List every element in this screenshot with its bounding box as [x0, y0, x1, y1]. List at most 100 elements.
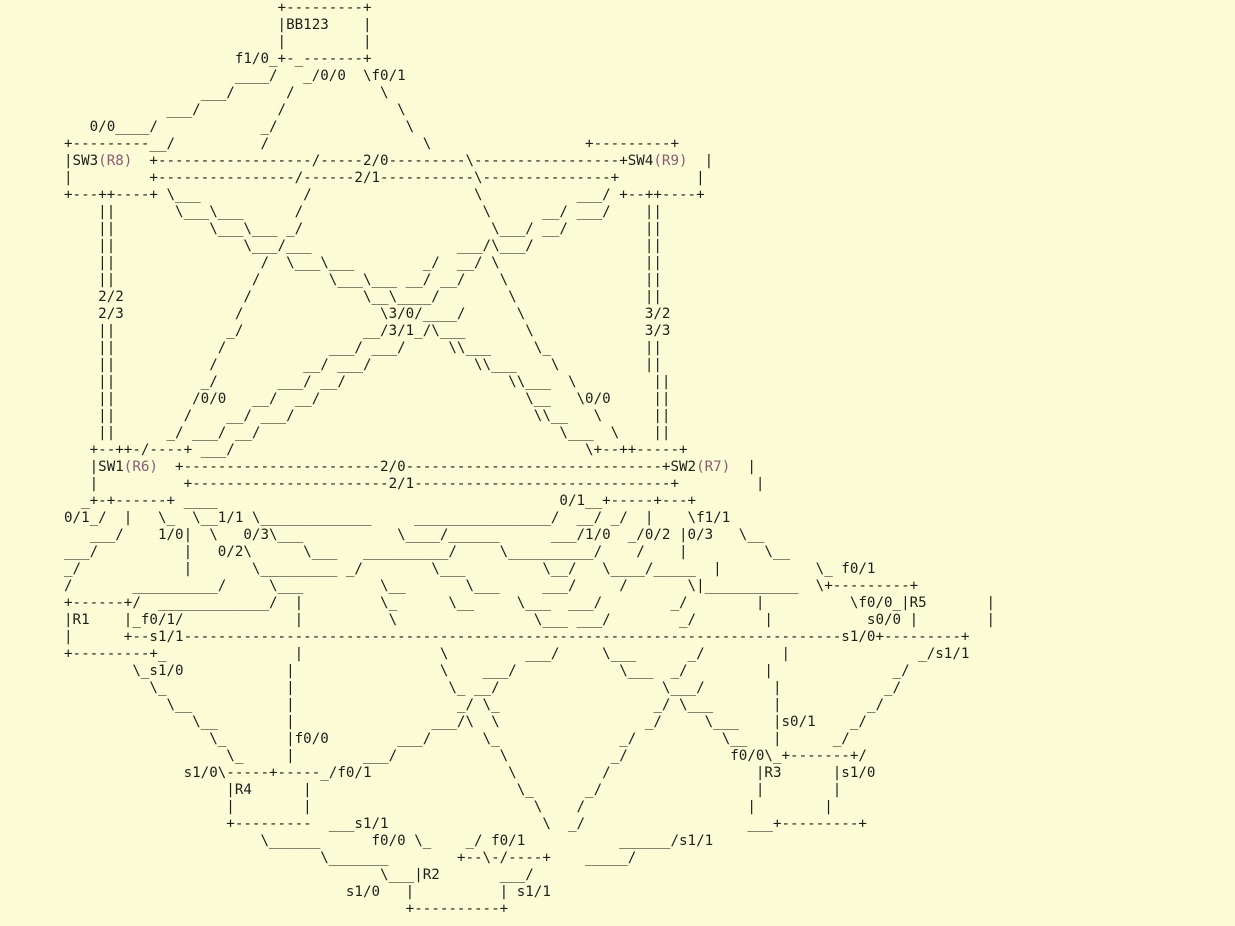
diagram-line: s1/0\-----+-----_/f0/1 \ / |R3 |s1/0	[64, 765, 995, 782]
diagram-text: +--------- ___s1/1 \ _/ ___+---------+	[64, 816, 867, 832]
diagram-line: +---++----+ \___ / \ ___/ +--++----+	[64, 187, 995, 204]
diagram-text: |BB123 |	[64, 17, 372, 33]
diagram-line: || /0/0 __/ __/ \__ \0/0 ||	[64, 391, 995, 408]
diagram-text: || \___/___ ___/\___/ ||	[64, 238, 662, 254]
diagram-line: | | \ / | |	[64, 799, 995, 816]
diagram-text: +---------+_ | \ ___/ \___ _/ | _/s1/1	[64, 646, 970, 662]
diagram-text: +------------------/-----2/0---------\--…	[132, 153, 654, 169]
diagram-text: 0/0____/ _/ \	[64, 119, 415, 135]
diagram-line: 2/3 / \3/0/____/ \ 3/2	[64, 306, 995, 323]
diagram-text: \_ |f0/0 ___/ \_ _/ \__ | _/	[64, 731, 850, 747]
diagram-line: | +----------------/------2/1-----------…	[64, 170, 995, 187]
diagram-line: 2/2 / \__\____/ \ ||	[64, 289, 995, 306]
diagram-text: || / \___\___ __/ __/ \ ||	[64, 272, 662, 288]
diagram-line: \__ | _/ \_ _/ \___ | _/	[64, 697, 995, 714]
diagram-line: \_s1/0 | \ ___/ \___ _/ | _/	[64, 663, 995, 680]
diagram-text: \_ | \_ __/ \___/ | _/	[64, 680, 902, 696]
diagram-text: +----------+	[64, 901, 509, 917]
diagram-line: ____/ _/0/0 \f0/1	[64, 68, 995, 85]
diagram-text: || \___\___ _/ \___/ __/ ||	[64, 221, 662, 237]
diagram-text: |	[687, 153, 714, 169]
diagram-line: +---------+	[64, 0, 995, 17]
diagram-line: | +-----------------------2/1-----------…	[64, 476, 995, 493]
diagram-text: |R1 |_f0/1/ | \ \___ ___/ _/ | s0/0 | |	[64, 612, 996, 628]
diagram-text: +--++-/----+ ___/ \+--++-----+	[64, 442, 688, 458]
diagram-text: +------+/ _____________/ | \_ \__ \___ _…	[64, 595, 996, 611]
diagram-text: | +--s1/1-------------------------------…	[64, 629, 970, 645]
diagram-line: || / ___/ ___/ \\___ \_ ||	[64, 340, 995, 357]
diagram-text: ___/ / \	[64, 102, 406, 118]
diagram-line: / __________/ \___ \__ \___ ___/ / \|___…	[64, 578, 995, 595]
diagram-line: |R4 | \_ _/ | |	[64, 782, 995, 799]
diagram-line: 0/0____/ _/ \	[64, 119, 995, 136]
diagram-text: _+-+------+ ____ 0/1__+-----+---+	[64, 493, 697, 509]
diagram-text: || _/ ___/ __/ \\___ \ ||	[64, 374, 671, 390]
diagram-line: |BB123 |	[64, 17, 995, 34]
router-annotation: (R6)	[123, 459, 158, 475]
diagram-line: || _/ ___/ __/ \___ \ ||	[64, 425, 995, 442]
diagram-line: || _/ ___/ __/ \\___ \ ||	[64, 374, 995, 391]
diagram-line: +------+/ _____________/ | \_ \__ \___ _…	[64, 595, 995, 612]
diagram-line: || / \___\___ _/ __/ \ ||	[64, 255, 995, 272]
diagram-text: f1/0_+-_-------+	[64, 51, 372, 67]
diagram-text: \__ | _/ \_ _/ \___ | _/	[64, 697, 884, 713]
diagram-line: |SW3(R8) +------------------/-----2/0---…	[64, 153, 995, 170]
diagram-line: f1/0_+-_-------+	[64, 51, 995, 68]
diagram-text: ___/ / \	[64, 85, 389, 101]
diagram-text: ____/ _/0/0 \f0/1	[64, 68, 406, 84]
diagram-text: |SW1	[64, 459, 124, 475]
diagram-line: \______ f0/0 \_ _/ f0/1 ______/s1/1	[64, 833, 995, 850]
diagram-text: \_s1/0 | \ ___/ \___ _/ | _/	[64, 663, 910, 679]
router-annotation: (R7)	[696, 459, 731, 475]
diagram-line: _/ | \_________ _/ \___ \__/ \____/_____…	[64, 561, 995, 578]
diagram-line: || / __/ ___/ \\___ \ ||	[64, 357, 995, 374]
diagram-text: \___|R2 ___/	[64, 867, 534, 883]
diagram-text: +---++----+ \___ / \ ___/ +--++----+	[64, 187, 705, 203]
diagram-line: ___/ / \	[64, 85, 995, 102]
diagram-text: / __________/ \___ \__ \___ ___/ / \|___…	[64, 578, 919, 594]
diagram-text: | | \ / | |	[64, 799, 833, 815]
diagram-text: 0/1_/ | \_ \__1/1 \_____________ _______…	[64, 510, 731, 526]
diagram-text: | +----------------/------2/1-----------…	[64, 170, 705, 186]
diagram-line: || \___\___ / \ __/ ___/ ||	[64, 204, 995, 221]
diagram-text: || / ___/ ___/ \\___ \_ ||	[64, 340, 662, 356]
diagram-line: \_ | \_ __/ \___/ | _/	[64, 680, 995, 697]
diagram-text: || /0/0 __/ __/ \__ \0/0 ||	[64, 391, 671, 407]
diagram-line: \_______ +--\-/----+ _____/	[64, 850, 995, 867]
diagram-line: s1/0 | | s1/1	[64, 884, 995, 901]
diagram-text: || / __/ ___/ \\__ \ ||	[64, 408, 671, 424]
diagram-text: |SW3	[64, 153, 99, 169]
diagram-text: ___/ 1/0| \ 0/3\___ \____/______ ___/1/0…	[64, 527, 765, 543]
diagram-line: \_ |f0/0 ___/ \_ _/ \__ | _/	[64, 731, 995, 748]
diagram-line: \_ | ___/ \ _/ f0/0\_+-------+/	[64, 748, 995, 765]
diagram-line: +--++-/----+ ___/ \+--++-----+	[64, 442, 995, 459]
diagram-line: ___/ 1/0| \ 0/3\___ \____/______ ___/1/0…	[64, 527, 995, 544]
diagram-text: || / \___\___ _/ __/ \ ||	[64, 255, 662, 271]
diagram-text: 2/2 / \__\____/ \ ||	[64, 289, 662, 305]
diagram-text: \______ f0/0 \_ _/ f0/1 ______/s1/1	[64, 833, 714, 849]
diagram-text: |	[730, 459, 756, 475]
diagram-line: || _/ __/3/1_/\___ \ 3/3	[64, 323, 995, 340]
diagram-line: || / \___\___ __/ __/ \ ||	[64, 272, 995, 289]
diagram-line: _+-+------+ ____ 0/1__+-----+---+	[64, 493, 995, 510]
diagram-line: +--------- ___s1/1 \ _/ ___+---------+	[64, 816, 995, 833]
diagram-text: | |	[64, 34, 372, 50]
diagram-text: s1/0\-----+-----_/f0/1 \ / |R3 |s1/0	[64, 765, 876, 781]
diagram-text: || _/ __/3/1_/\___ \ 3/3	[64, 323, 671, 339]
diagram-text: | +-----------------------2/1-----------…	[64, 476, 765, 492]
diagram-line: || \___/___ ___/\___/ ||	[64, 238, 995, 255]
diagram-text: || / __/ ___/ \\___ \ ||	[64, 357, 662, 373]
diagram-text: 2/3 / \3/0/____/ \ 3/2	[64, 306, 671, 322]
diagram-text: || \___\___ / \ __/ ___/ ||	[64, 204, 662, 220]
diagram-line: +---------__/ / \ +---------+	[64, 136, 995, 153]
diagram-line: \___|R2 ___/	[64, 867, 995, 884]
diagram-line: || / __/ ___/ \\__ \ ||	[64, 408, 995, 425]
diagram-text: +---------__/ / \ +---------+	[64, 136, 679, 152]
diagram-text: \_______ +--\-/----+ _____/	[64, 850, 637, 866]
diagram-text: \__ | ___/\ \ _/ \___ |s0/1 _/	[64, 714, 867, 730]
diagram-line: 0/1_/ | \_ \__1/1 \_____________ _______…	[64, 510, 995, 527]
diagram-text: |R4 | \_ _/ | |	[64, 782, 842, 798]
diagram-text: +-----------------------2/0-------------…	[157, 459, 697, 475]
router-annotation: (R9)	[653, 153, 688, 169]
diagram-line: |R1 |_f0/1/ | \ \___ ___/ _/ | s0/0 | |	[64, 612, 995, 629]
